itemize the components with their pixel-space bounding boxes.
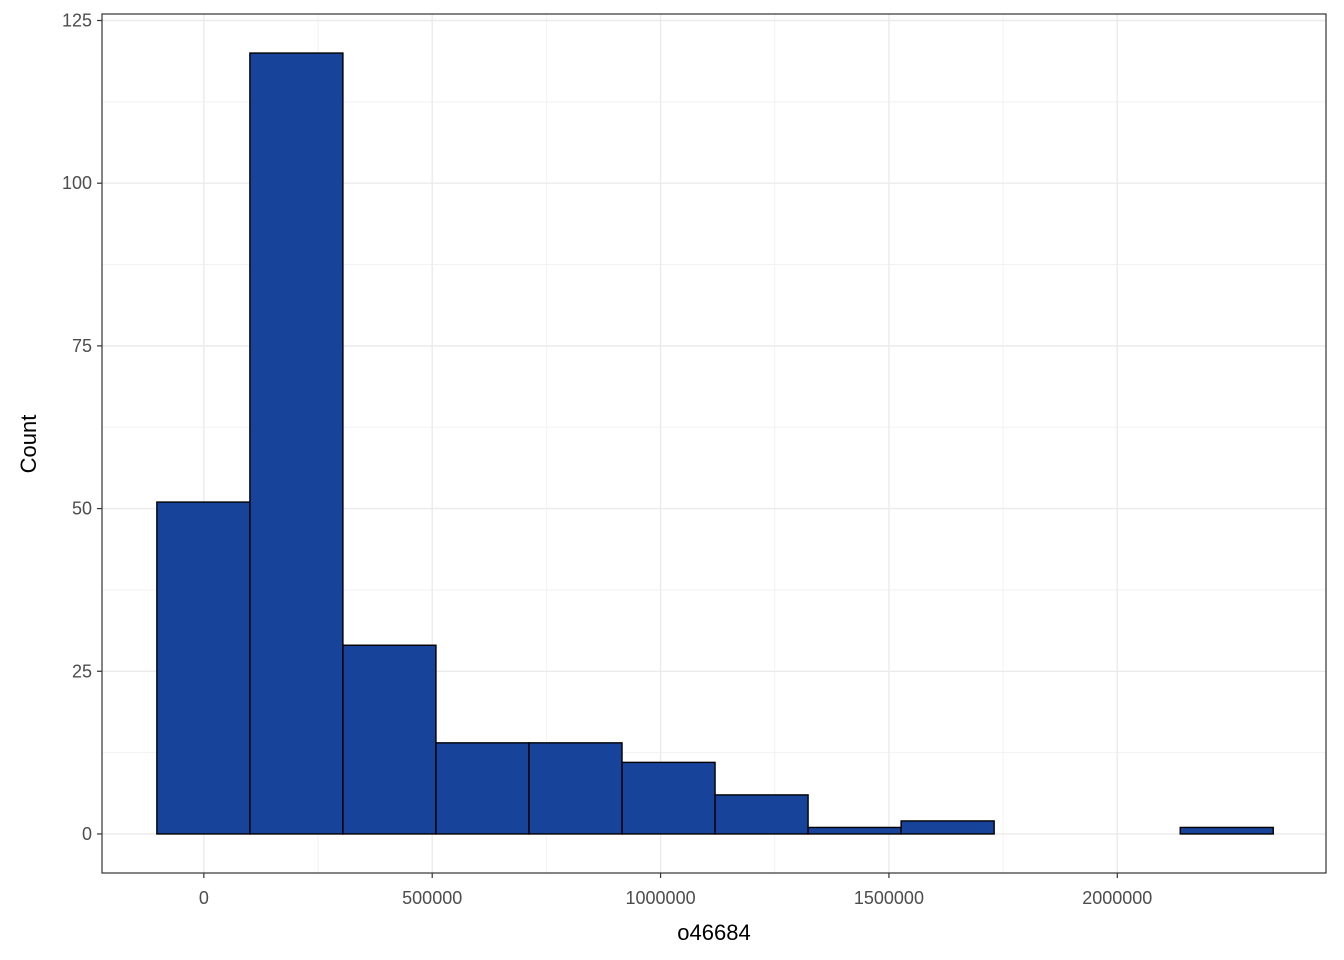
x-tick-label: 2000000 xyxy=(1082,888,1152,908)
bar xyxy=(900,820,995,835)
panel-border xyxy=(101,13,1327,874)
bar xyxy=(435,742,530,835)
bar xyxy=(1179,826,1274,835)
bar xyxy=(342,644,437,835)
bar xyxy=(249,52,344,835)
bar xyxy=(156,501,251,835)
x-tick-label: 1000000 xyxy=(626,888,696,908)
y-tick-label: 50 xyxy=(72,499,92,519)
bar xyxy=(621,761,716,835)
y-tick-label: 125 xyxy=(62,11,92,31)
y-tick-label: 25 xyxy=(72,661,92,681)
x-tick-label: 0 xyxy=(199,888,209,908)
x-tick-label: 1500000 xyxy=(854,888,924,908)
y-tick-label: 75 xyxy=(72,336,92,356)
y-tick-label: 100 xyxy=(62,173,92,193)
bar xyxy=(807,826,902,835)
x-tick-label: 500000 xyxy=(402,888,462,908)
y-axis-title: Count xyxy=(16,415,41,474)
bar xyxy=(714,794,809,835)
bar xyxy=(528,742,623,835)
y-tick-label: 0 xyxy=(82,824,92,844)
x-axis-title: o46684 xyxy=(677,920,750,945)
